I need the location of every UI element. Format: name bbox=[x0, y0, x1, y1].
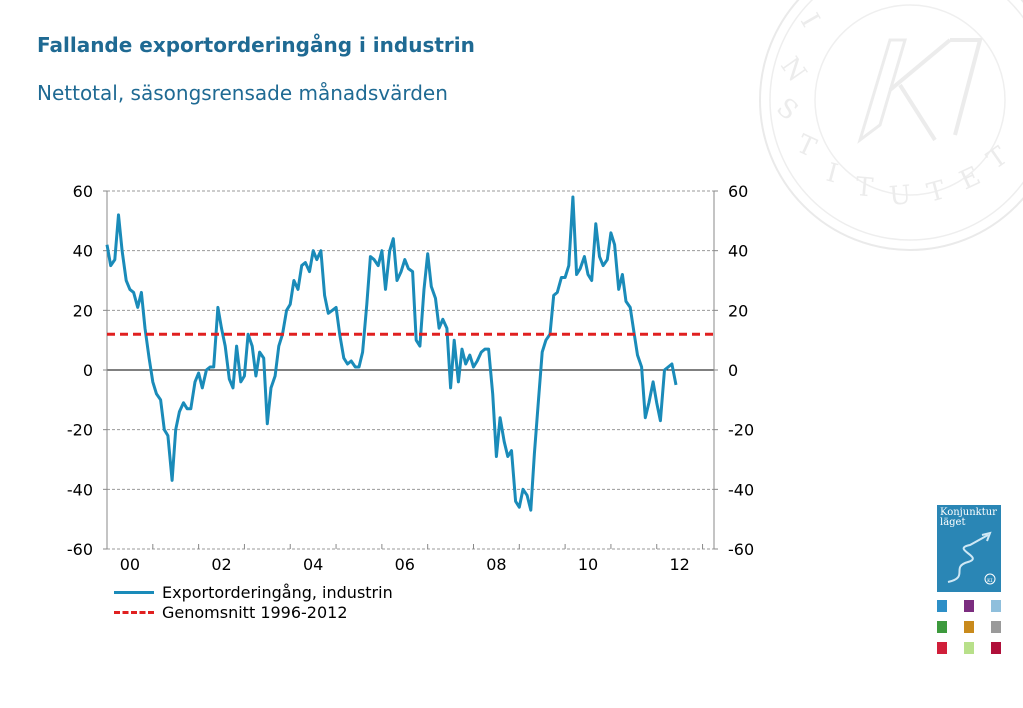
chart-title: Fallande exportorderingång i industrin bbox=[37, 33, 475, 57]
grid-layer bbox=[107, 190, 714, 550]
x-tick-label: 04 bbox=[303, 555, 323, 574]
x-tick-label: 00 bbox=[120, 555, 140, 574]
thumbnail bbox=[937, 621, 947, 633]
thumbnail bbox=[964, 600, 974, 612]
series-line-export-orders bbox=[105, 195, 678, 512]
y-tick-label-left: -60 bbox=[67, 540, 93, 559]
svg-text:T: T bbox=[854, 172, 875, 203]
y-tick-label-left: -40 bbox=[67, 480, 93, 499]
series-layer bbox=[105, 195, 714, 512]
legend-item-average: Genomsnitt 1996-2012 bbox=[114, 602, 393, 622]
thumbnail bbox=[964, 642, 974, 654]
x-tick-label: 06 bbox=[395, 555, 415, 574]
y-tick-label-right: -40 bbox=[728, 480, 754, 499]
cover-squiggle-icon: KI bbox=[947, 531, 996, 585]
thumbnail bbox=[964, 621, 974, 633]
x-tick-label: 10 bbox=[578, 555, 598, 574]
legend-swatch-solid bbox=[114, 590, 154, 594]
chart-subtitle: Nettotal, säsongsrensade månadsvärden bbox=[37, 81, 448, 105]
y-tick-label-left: 40 bbox=[73, 242, 93, 261]
legend-swatch-dashed bbox=[114, 610, 154, 614]
y-tick-label-left: -20 bbox=[67, 421, 93, 440]
axis-layer bbox=[103, 190, 718, 550]
y-tick-label-left: 60 bbox=[73, 182, 93, 201]
thumbnail bbox=[937, 600, 947, 612]
y-tick-label-right: 60 bbox=[728, 182, 748, 201]
cover-badge: KI bbox=[987, 578, 993, 584]
x-tick-label: 08 bbox=[486, 555, 506, 574]
y-tick-label-right: 40 bbox=[728, 242, 748, 261]
cover-title-line2: läget bbox=[940, 517, 966, 528]
thumbnail bbox=[991, 600, 1001, 612]
legend-item-export: Exportorderingång, industrin bbox=[114, 582, 393, 602]
legend: Exportorderingång, industrin Genomsnitt … bbox=[114, 582, 393, 622]
konjunkturlaget-cover: Konjunktur läget KI bbox=[937, 505, 1001, 592]
y-tick-label-right: 20 bbox=[728, 301, 748, 320]
thumbnail bbox=[991, 642, 1001, 654]
x-tick-label: 02 bbox=[211, 555, 231, 574]
y-tick-label-right: -60 bbox=[728, 540, 754, 559]
thumbnail bbox=[991, 621, 1001, 633]
y-tick-label-right: -20 bbox=[728, 421, 754, 440]
cover-title-line1: Konjunktur bbox=[940, 507, 997, 518]
legend-label-export: Exportorderingång, industrin bbox=[162, 582, 393, 602]
svg-text:U: U bbox=[888, 180, 912, 212]
y-tick-label-right: 0 bbox=[728, 361, 738, 380]
y-tick-label-left: 20 bbox=[73, 301, 93, 320]
legend-label-average: Genomsnitt 1996-2012 bbox=[162, 602, 348, 622]
x-tick-label: 12 bbox=[669, 555, 689, 574]
ki-seal-watermark: I N S T I T U T E T bbox=[759, 0, 1023, 251]
y-tick-label-left: 0 bbox=[83, 361, 93, 380]
thumbnail bbox=[937, 642, 947, 654]
